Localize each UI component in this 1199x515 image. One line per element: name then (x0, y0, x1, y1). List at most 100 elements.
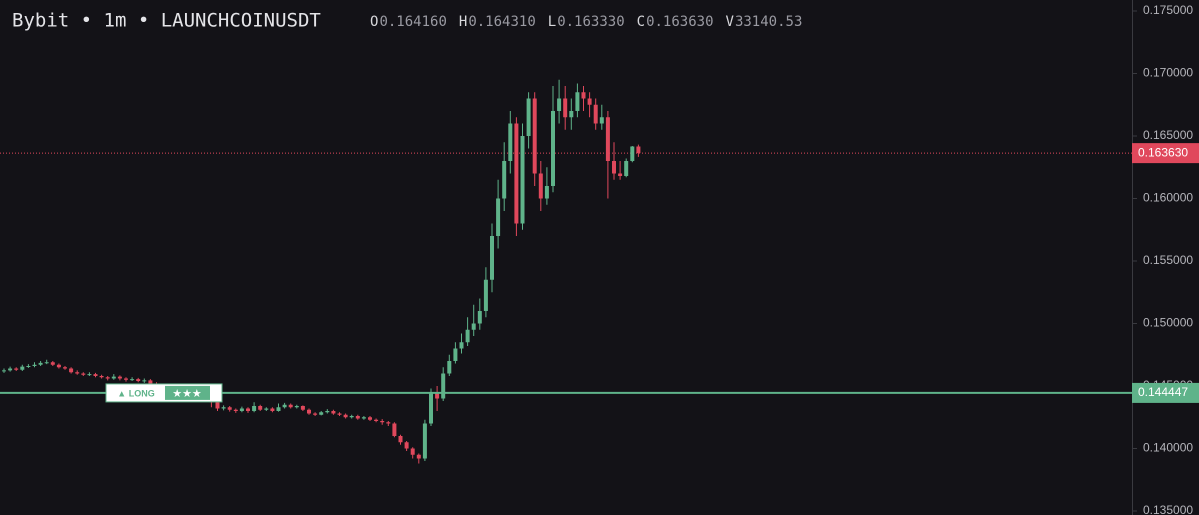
candle-body (544, 186, 549, 199)
candle-body (514, 123, 519, 224)
y-tick-label: 0.160000 (1143, 191, 1193, 205)
candle-body (288, 404, 293, 408)
candle-body (215, 402, 220, 409)
badge-label: ▲ LONG (117, 388, 154, 398)
candle-body (447, 361, 452, 374)
candle-body (569, 111, 574, 118)
candle-body (26, 366, 31, 367)
candle-body (105, 377, 110, 379)
last-price-label: 0.163630 (1138, 145, 1188, 159)
candle-body (551, 111, 555, 186)
candle-body (56, 364, 61, 368)
candle-body (142, 380, 147, 382)
readout-label: O (370, 14, 378, 30)
readout-value: 33140.53 (735, 14, 802, 30)
candle-body (587, 98, 592, 105)
candle-body (252, 406, 257, 411)
candle-body (148, 380, 153, 384)
candle-body (136, 379, 141, 381)
candle-body (624, 161, 629, 176)
readout-label: V (726, 14, 735, 30)
candle-body (355, 416, 360, 419)
candle-body (38, 362, 43, 365)
candle-body (465, 329, 470, 343)
candle-body (422, 423, 427, 459)
candle-body (300, 406, 305, 410)
y-tick-label: 0.135000 (1143, 503, 1193, 515)
readout-value: 0.163330 (557, 14, 624, 30)
candle-body (508, 123, 513, 161)
candle-body (130, 379, 135, 381)
candle-body (386, 422, 391, 424)
candle-body (264, 408, 269, 410)
candle-body (557, 98, 562, 111)
candle-body (538, 173, 543, 199)
candle-body (520, 136, 525, 224)
candle-body (526, 98, 531, 136)
y-tick-label: 0.175000 (1143, 3, 1193, 17)
candle-body (81, 373, 86, 375)
candle-body (227, 407, 232, 410)
candle-body (276, 407, 281, 411)
last-price-tag (1132, 143, 1199, 164)
candle-body (313, 413, 318, 415)
candle-body (233, 409, 238, 411)
candle-body (307, 409, 311, 414)
candle-body (63, 367, 67, 369)
candle-body (441, 373, 446, 399)
candle-body (581, 92, 586, 99)
candle-body (502, 161, 507, 199)
candle-body (258, 406, 263, 410)
candle-body (111, 376, 116, 379)
candle-body (75, 372, 80, 374)
candle-body (325, 411, 330, 413)
candle-body (99, 376, 104, 378)
candle-body (477, 311, 482, 324)
candle-body (361, 417, 366, 419)
candle-body (69, 368, 74, 373)
candle-body (453, 348, 458, 361)
candle-body (575, 92, 580, 111)
chart-title: Bybit • 1m • LAUNCHCOINUSDT (12, 10, 321, 32)
candle-body (337, 413, 342, 415)
candle-body (221, 407, 226, 409)
candle-body (294, 406, 299, 408)
candle-body (496, 198, 501, 236)
candle-body (416, 454, 421, 459)
y-tick-label: 0.170000 (1143, 66, 1193, 80)
candle-body (87, 374, 92, 376)
y-tick-label: 0.165000 (1143, 128, 1193, 142)
candle-body (331, 411, 336, 414)
candle-body (563, 98, 568, 118)
candle-body (270, 408, 275, 411)
candle-body (392, 423, 397, 436)
readout-value: 0.164160 (379, 14, 446, 30)
candle-body (93, 374, 98, 376)
candle-body (14, 368, 19, 370)
candle-body (50, 362, 55, 365)
candle-body (2, 370, 6, 372)
candle-body (349, 416, 354, 418)
candle-body (490, 236, 494, 280)
candle-body (20, 366, 25, 370)
badge-rating: ★★★ (172, 387, 202, 400)
candle-body (398, 436, 403, 443)
candle-body (471, 323, 476, 330)
y-tick-label: 0.150000 (1143, 316, 1193, 330)
candle-body (124, 378, 128, 380)
candle-body (8, 368, 13, 371)
level-tag (1132, 382, 1199, 403)
candle-body (282, 404, 287, 408)
candle-body (483, 279, 488, 311)
readout-label: H (459, 14, 467, 30)
candle-body (459, 342, 464, 349)
candle-body (368, 417, 372, 420)
readout-value: 0.163630 (646, 14, 713, 30)
candle-body (44, 362, 49, 364)
candle-body (630, 146, 635, 161)
candle-body (532, 98, 537, 174)
candle-body (435, 392, 440, 399)
candle-body (380, 421, 385, 423)
